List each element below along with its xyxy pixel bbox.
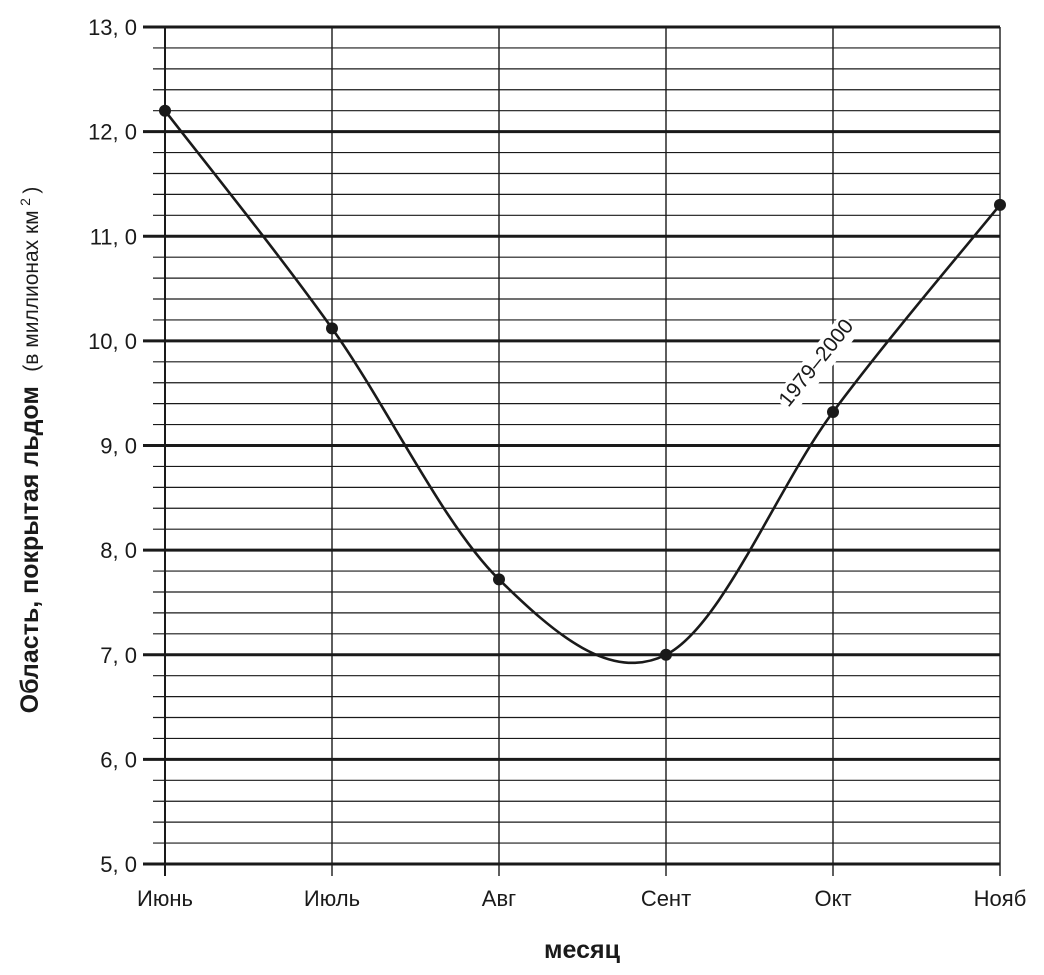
data-point [994,198,1006,211]
y-tick-label: 9, 0 [100,434,137,459]
data-point [493,573,505,586]
x-tick-label: Июль [304,886,360,911]
y-tick-label: 11, 0 [90,224,137,249]
tick-labels: 5, 0 6, 0 7, 0 8, 0 9, 0 10, 0 11, 0 12, 0 13, 0… [88,15,1026,911]
y-tick-label: 8, 0 [100,538,137,563]
data-point [326,322,338,335]
y-axis-unit-superscript: 2 [17,198,33,206]
x-tick-label: Сент [641,886,691,911]
series-layer: 1979–2000 [159,104,1006,665]
series-line [163,109,1002,665]
y-axis-title-main: Область, покрытая льдом [16,386,44,713]
x-axis-title: месяц [544,936,621,964]
y-tick-label: 6, 0 [100,747,137,772]
y-tick-label: 12, 0 [88,120,137,145]
y-axis-unit-close: ) [20,187,43,194]
data-point [159,104,171,117]
x-tick-label: Окт [814,886,851,911]
y-axis-unit: (в миллионах км [20,210,43,371]
data-point [660,648,672,661]
x-tick-label: Нояб [974,886,1027,911]
data-point [827,406,839,419]
y-tick-label: 5, 0 [100,852,137,877]
y-axis-title: Область, покрытая льдом (в миллионах км … [16,187,44,714]
y-tick-label: 10, 0 [88,329,137,354]
series-label-background [773,313,862,415]
series-label-group: 1979–2000 [773,313,862,415]
y-tick-label: 13, 0 [88,15,137,40]
x-tick-label: Авг [482,886,516,911]
x-tick-label: Июнь [137,886,193,911]
y-tick-label: 7, 0 [100,643,137,668]
grid [143,25,1001,876]
